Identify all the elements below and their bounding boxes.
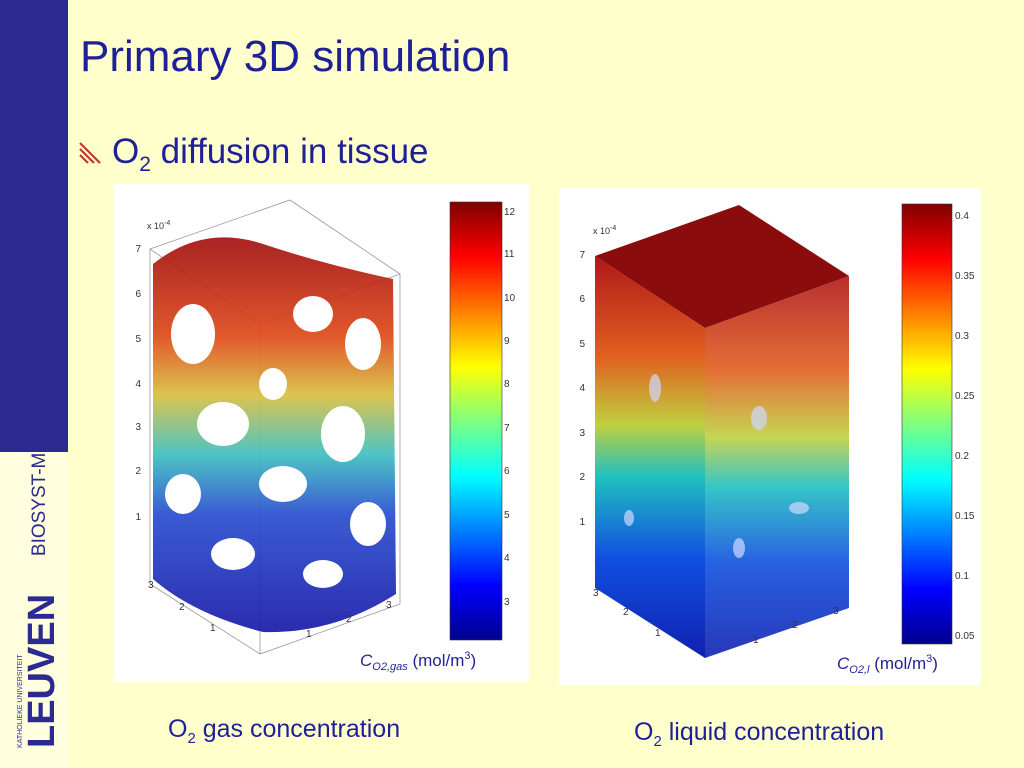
z-tick: 3 <box>579 428 585 439</box>
svg-text:x 10-4: x 10-4 <box>147 220 170 231</box>
slide-title: Primary 3D simulation <box>80 32 511 81</box>
colorbar-tick: 12 <box>504 207 516 218</box>
scale-exponent: -4 <box>610 225 616 232</box>
university-logo: KATHOLIEKE UNIVERSITEIT LEUVEN <box>12 590 63 750</box>
colorbar-tick: 0.1 <box>955 571 969 582</box>
colorbar-unit-label: CO2,gas (mol/m3) <box>360 650 476 673</box>
colorbar-tick: 7 <box>504 423 510 434</box>
z-tick: 1 <box>135 512 141 523</box>
y-tick: 2 <box>346 614 352 625</box>
colorbar-tick: 0.05 <box>955 631 975 642</box>
bullet-text: diffusion in tissue <box>150 132 429 171</box>
gas-concentration-volume <box>153 237 396 633</box>
x-tick: 3 <box>148 580 154 591</box>
z-tick: 6 <box>135 289 141 300</box>
sidebar-brand-text: BIOSYST-MeBioS <box>29 401 50 557</box>
x-tick: 2 <box>623 607 629 618</box>
colorbar-tick: 0.3 <box>955 331 969 342</box>
colorbar-tick: 9 <box>504 336 510 347</box>
logo-main-text: LEUVEN <box>21 594 60 748</box>
striped-triangle-bullet-icon <box>78 134 104 174</box>
cube-top-face <box>595 205 849 328</box>
z-tick: 4 <box>135 379 141 390</box>
y-tick: 3 <box>833 606 839 617</box>
colorbar-tick: 0.15 <box>955 511 975 522</box>
bullet-point: O2 diffusion in tissue <box>78 132 429 177</box>
x-tick: 3 <box>593 588 599 599</box>
colorbar-tick: 4 <box>504 553 510 564</box>
gas-concentration-caption: O2 gas concentration <box>168 715 401 747</box>
colorbar-tick: 10 <box>504 293 516 304</box>
scale-label: x 10 <box>147 221 164 231</box>
z-tick: 7 <box>579 250 585 261</box>
gas-concentration-figure: x 10-4 7 6 5 4 3 2 1 3 2 1 3 2 1 12 11 1… <box>113 184 529 682</box>
z-tick: 5 <box>135 334 141 345</box>
colorbar-tick: 6 <box>504 466 510 477</box>
cube-right-face <box>705 276 849 658</box>
z-tick: 6 <box>579 294 585 305</box>
colorbar-unit-label: CO2,l (mol/m3) <box>837 653 938 676</box>
z-tick: 1 <box>579 517 585 528</box>
liquid-concentration-figure: x 10-4 7 6 5 4 3 2 1 3 2 1 3 2 1 0.4 0.3… <box>559 188 981 686</box>
z-tick: 4 <box>579 383 585 394</box>
colorbar <box>901 203 953 645</box>
colorbar-tick: 0.35 <box>955 271 975 282</box>
x-tick: 2 <box>179 602 185 613</box>
scale-label: x 10 <box>593 226 610 236</box>
sidebar-logo-area <box>0 452 68 768</box>
liquid-concentration-caption: O2 liquid concentration <box>634 718 885 750</box>
x-tick: 1 <box>655 628 661 639</box>
colorbar <box>449 201 503 641</box>
y-tick: 1 <box>753 635 759 646</box>
y-tick: 3 <box>386 600 392 611</box>
logo-small-text: KATHOLIEKE UNIVERSITEIT <box>17 654 24 748</box>
cube-left-face <box>595 256 705 658</box>
y-tick: 2 <box>792 620 798 631</box>
z-tick: 3 <box>135 422 141 433</box>
colorbar-tick: 0.25 <box>955 391 975 402</box>
colorbar-tick: 3 <box>504 597 510 608</box>
x-tick: 1 <box>210 623 216 634</box>
colorbar-tick: 8 <box>504 379 510 390</box>
z-tick: 7 <box>135 244 141 255</box>
z-tick: 5 <box>579 339 585 350</box>
scale-exponent: -4 <box>164 220 170 227</box>
z-tick: 2 <box>135 466 141 477</box>
bullet-prefix: O <box>112 132 140 171</box>
colorbar-tick: 0.4 <box>955 211 969 222</box>
z-tick: 2 <box>579 472 585 483</box>
bullet-subscript: 2 <box>139 153 151 176</box>
colorbar-tick: 0.2 <box>955 451 969 462</box>
colorbar-tick: 5 <box>504 510 510 521</box>
y-tick: 1 <box>306 629 312 640</box>
svg-text:x 10-4: x 10-4 <box>593 225 616 236</box>
colorbar-tick: 11 <box>504 249 515 260</box>
